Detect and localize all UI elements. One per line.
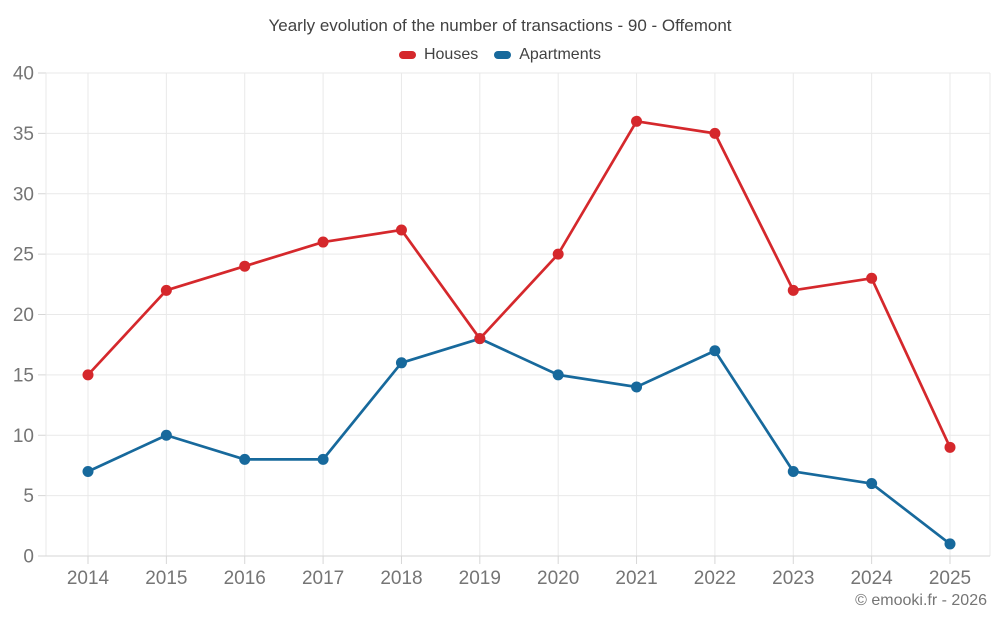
apartments-data-point[interactable] — [82, 465, 94, 477]
x-axis-label: 2022 — [694, 568, 736, 589]
houses-data-point[interactable] — [82, 369, 94, 381]
y-axis-label: 20 — [13, 305, 34, 326]
x-axis-label: 2015 — [145, 568, 187, 589]
apartments-data-point[interactable] — [709, 345, 721, 357]
apartments-data-point[interactable] — [944, 538, 956, 550]
apartments-data-point[interactable] — [631, 381, 643, 393]
legend-item-apartments[interactable]: Apartments — [494, 46, 601, 64]
y-axis-label: 0 — [23, 547, 34, 568]
x-axis-label: 2020 — [537, 568, 579, 589]
houses-data-point[interactable] — [395, 224, 407, 236]
chart-title: Yearly evolution of the number of transa… — [268, 16, 732, 35]
houses-data-point[interactable] — [866, 272, 878, 284]
apartments-data-point[interactable] — [395, 357, 407, 369]
legend-label-houses: Houses — [423, 46, 479, 63]
houses-data-point[interactable] — [787, 284, 799, 296]
x-axis-label: 2025 — [929, 568, 971, 589]
y-axis-label: 35 — [13, 124, 34, 145]
y-axis-label: 15 — [13, 365, 34, 386]
apartments-data-point[interactable] — [239, 453, 251, 465]
y-axis-label: 10 — [13, 426, 34, 447]
apartments-data-point[interactable] — [160, 429, 172, 441]
houses-data-point[interactable] — [474, 333, 486, 345]
x-axis-label: 2023 — [772, 568, 814, 589]
x-axis-label: 2018 — [380, 568, 422, 589]
houses-data-point[interactable] — [552, 248, 564, 260]
x-axis-label: 2014 — [67, 568, 110, 589]
houses-data-point[interactable] — [160, 284, 172, 296]
y-axis-label: 25 — [13, 245, 34, 266]
houses-data-point[interactable] — [709, 127, 721, 139]
houses-series-swatch-icon — [398, 51, 416, 59]
x-axis-label: 2016 — [224, 568, 266, 589]
legend-item-houses[interactable]: Houses — [398, 46, 479, 64]
apartments-data-point[interactable] — [866, 478, 878, 490]
x-axis-label: 2024 — [850, 568, 893, 589]
apartments-series-swatch-icon — [494, 51, 512, 59]
copyright-text: © emooki.fr - 2026 — [855, 592, 987, 609]
y-axis-label: 30 — [13, 184, 34, 205]
x-axis-label: 2021 — [615, 568, 657, 589]
houses-data-point[interactable] — [631, 115, 643, 127]
houses-series-line — [86, 119, 952, 449]
apartments-data-point[interactable] — [317, 453, 329, 465]
x-axis-label: 2019 — [459, 568, 501, 589]
houses-data-point[interactable] — [239, 260, 251, 272]
y-axis-label: 5 — [23, 486, 34, 507]
houses-data-point[interactable] — [944, 441, 956, 453]
apartments-data-point[interactable] — [552, 369, 564, 381]
x-axis-label: 2017 — [302, 568, 344, 589]
legend-label-apartments: Apartments — [519, 46, 602, 63]
apartments-data-point[interactable] — [787, 465, 799, 477]
houses-data-point[interactable] — [317, 236, 329, 248]
chart-legend: Houses Apartments — [0, 46, 1000, 64]
y-axis-label: 40 — [13, 64, 34, 85]
apartments-series-line — [86, 337, 952, 546]
